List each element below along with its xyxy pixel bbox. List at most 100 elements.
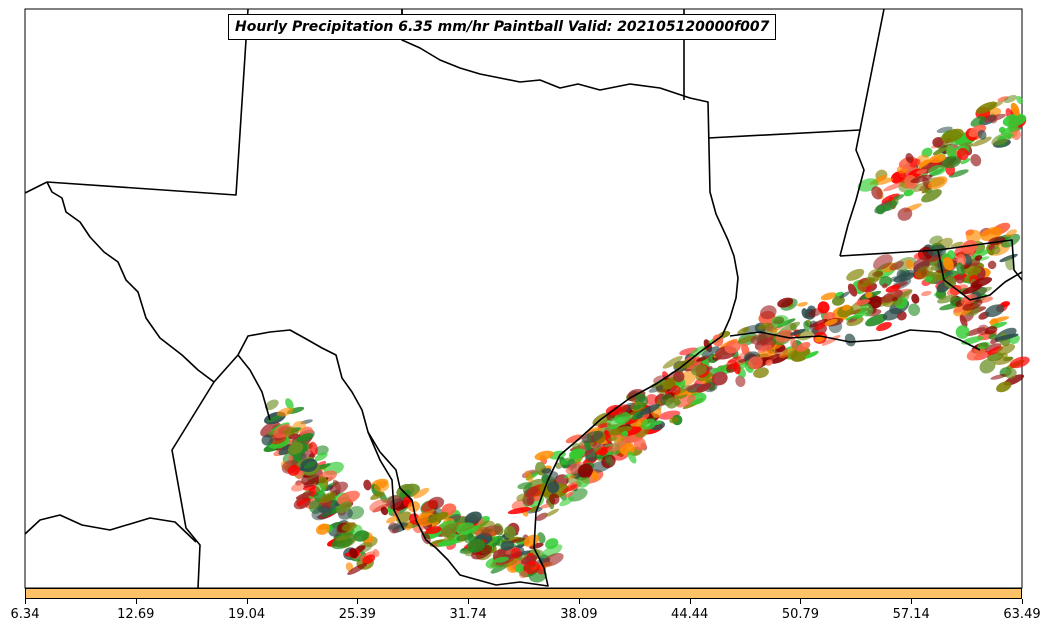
precip-blob xyxy=(696,383,711,393)
colorbar-tick-mark xyxy=(1022,599,1023,604)
precip-blob xyxy=(897,207,913,221)
new-mexico-border xyxy=(24,181,48,194)
precip-blob xyxy=(892,296,898,302)
precip-blob xyxy=(932,137,944,148)
precip-blob xyxy=(362,554,376,565)
precip-blob xyxy=(530,505,539,512)
precip-blob xyxy=(831,295,845,306)
precip-blob xyxy=(685,383,699,391)
precip-blob xyxy=(673,371,685,383)
precip-blob xyxy=(1005,257,1015,271)
precip-blob xyxy=(948,169,969,178)
precip-blob xyxy=(679,347,698,356)
precip-blob xyxy=(576,476,590,488)
precip-blob xyxy=(882,200,898,212)
precip-blob xyxy=(296,497,310,506)
precip-blob xyxy=(517,482,533,490)
precip-blob xyxy=(970,115,986,127)
precip-blob xyxy=(516,493,526,502)
precip-blob xyxy=(797,301,808,307)
precip-blob xyxy=(841,304,851,311)
precip-blob xyxy=(983,343,1002,353)
precip-blob xyxy=(970,267,982,275)
precip-blob xyxy=(425,526,442,535)
mexico-states xyxy=(24,381,215,589)
precip-blob xyxy=(607,440,627,453)
precip-blob xyxy=(594,446,613,455)
precip-blob xyxy=(711,371,728,386)
precip-blob xyxy=(883,181,905,192)
colorbar-tick-mark xyxy=(135,599,137,604)
colorbar-tick-label: 6.34 xyxy=(10,607,40,622)
precip-blob xyxy=(844,333,856,347)
precip-blob xyxy=(971,249,990,258)
precip-blob xyxy=(696,355,710,362)
precip-blob xyxy=(944,271,953,277)
precip-blob xyxy=(370,491,385,500)
texas-border xyxy=(46,8,739,587)
precip-blob xyxy=(665,397,678,409)
precip-blob xyxy=(565,434,584,444)
precip-blob xyxy=(1005,229,1017,238)
precip-blob xyxy=(645,393,658,406)
precip-blob xyxy=(669,416,679,424)
precip-blob xyxy=(490,542,499,548)
colorbar-tick-mark xyxy=(578,599,580,604)
colorbar-tick-label: 44.44 xyxy=(671,607,709,622)
precip-blob xyxy=(770,315,789,328)
precip-blob xyxy=(639,403,661,416)
colorbar-tick-label: 38.09 xyxy=(560,607,598,622)
precip-blob xyxy=(591,470,599,481)
precip-blob xyxy=(929,154,946,164)
precip-blob xyxy=(337,490,360,505)
precip-blob xyxy=(503,525,516,539)
precip-blob xyxy=(979,358,996,374)
precip-blob xyxy=(440,523,460,537)
precip-blob xyxy=(532,495,542,502)
precip-blob xyxy=(757,344,772,353)
precip-blob xyxy=(757,322,771,330)
mississippi-border xyxy=(839,129,1023,281)
precip-blob xyxy=(1002,113,1027,127)
precip-blob xyxy=(988,333,998,340)
precip-blob xyxy=(994,356,1013,365)
precip-blob xyxy=(941,128,964,143)
precip-blob xyxy=(632,404,642,411)
precip-blob xyxy=(950,241,964,248)
precip-blob xyxy=(988,316,1010,324)
precip-blob xyxy=(363,479,372,491)
precip-blob xyxy=(984,326,998,335)
precip-blob xyxy=(839,291,850,299)
precip-blob xyxy=(733,361,741,375)
precip-blob xyxy=(803,321,810,332)
precip-blob xyxy=(648,385,664,393)
precip-blob xyxy=(584,440,592,451)
precip-blob xyxy=(542,552,564,567)
precip-blob xyxy=(961,283,983,295)
precip-blob xyxy=(1009,356,1030,369)
precip-blob xyxy=(380,506,389,516)
precip-blob xyxy=(997,96,1009,102)
precip-blob xyxy=(577,463,593,478)
precip-blob xyxy=(881,289,903,303)
precip-blob xyxy=(261,434,274,446)
precip-blob xyxy=(387,522,408,530)
precip-blob xyxy=(333,532,356,548)
precip-blob xyxy=(913,252,925,260)
precip-blob xyxy=(464,511,482,525)
precip-blob xyxy=(937,294,957,304)
precip-blob xyxy=(956,262,965,276)
colorbar-tick-mark xyxy=(25,599,26,604)
precip-blob xyxy=(962,299,983,311)
precip-blob xyxy=(920,290,932,297)
precip-blob xyxy=(737,335,756,344)
precip-blob xyxy=(932,146,948,156)
precip-blob xyxy=(518,570,528,579)
precip-blob xyxy=(1010,102,1020,116)
precip-blob xyxy=(311,505,333,521)
precip-blob xyxy=(724,340,741,354)
precip-blob xyxy=(456,522,475,536)
precip-blob xyxy=(865,314,888,327)
precip-blob xyxy=(545,508,560,517)
precip-blob xyxy=(662,355,683,369)
